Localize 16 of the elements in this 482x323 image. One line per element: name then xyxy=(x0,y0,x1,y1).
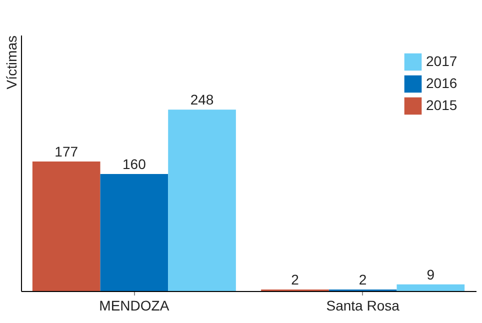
y-axis-title: Víctimas xyxy=(4,36,20,90)
bar xyxy=(32,162,100,291)
legend-label: 2016 xyxy=(426,75,458,91)
data-label: 177 xyxy=(54,144,78,160)
x-tick-label: Santa Rosa xyxy=(326,298,400,314)
legend-label: 2015 xyxy=(426,97,458,113)
data-label: 248 xyxy=(190,92,214,108)
x-tick-label: MENDOZA xyxy=(99,298,170,314)
data-label: 160 xyxy=(122,156,146,172)
bar xyxy=(168,110,236,291)
data-label: 2 xyxy=(291,272,300,288)
bar xyxy=(100,174,168,291)
bar xyxy=(396,284,465,291)
data-label: 2 xyxy=(358,272,367,288)
legend-label: 2017 xyxy=(426,53,458,69)
data-label: 9 xyxy=(426,266,435,282)
